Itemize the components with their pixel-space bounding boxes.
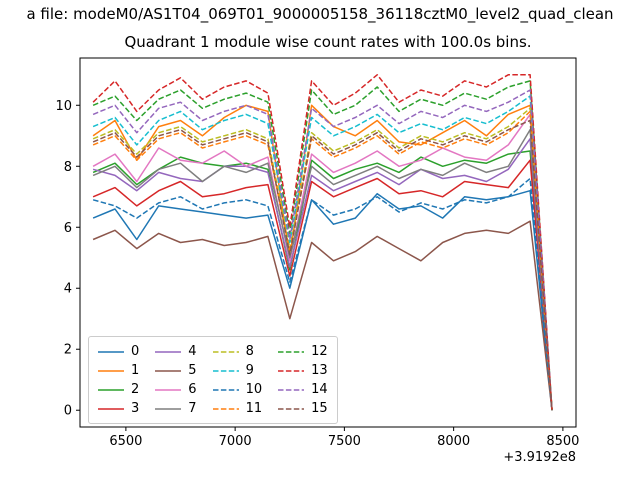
legend-line-sample [278,369,305,372]
legend-item-7: 7 [155,399,197,418]
series-line-15 [92,119,553,411]
legend-line-sample [278,350,305,353]
y-tick-label: 6 [64,221,72,236]
legend-line-sample [155,369,182,372]
legend-line-sample [212,369,239,372]
series-line-13 [92,74,553,411]
legend-item-4: 4 [155,342,197,361]
series-line-1 [92,104,553,411]
series-line-9 [92,95,553,411]
legend-item-0: 0 [98,342,139,361]
legend-line-sample [278,407,305,410]
legend-item-9: 9 [212,361,263,380]
legend-label: 3 [131,401,140,416]
legend-item-2: 2 [98,380,139,399]
legend-line-sample [278,388,305,391]
legend-line-sample [212,388,239,391]
legend-label: 2 [131,382,140,397]
x-tick-label: 7000 [219,434,252,449]
legend-label: 7 [188,401,197,416]
y-tick-label: 2 [64,343,72,358]
axes-frame [79,57,577,428]
series-line-2 [92,150,553,411]
series-line-5 [92,220,553,411]
legend-label: 15 [311,401,328,416]
legend-line-sample [155,407,182,410]
legend-label: 6 [188,382,197,397]
series-line-4 [92,138,553,411]
series-line-8 [92,107,553,411]
legend-item-15: 15 [278,399,328,418]
axes-title: Quadrant 1 module wise count rates with … [124,33,532,51]
legend-line-sample [212,407,239,410]
legend-item-14: 14 [278,380,328,399]
figure-suptitle: a file: modeM0/AS1T04_069T01_9000005158_… [26,5,614,23]
series-line-6 [92,113,553,411]
x-tick-label: 8000 [437,434,470,449]
legend-line-sample [98,350,124,353]
legend-line-sample [212,350,239,353]
x-tick-label: 8500 [546,434,579,449]
series-line-11 [92,110,553,411]
series-line-0 [92,189,553,411]
y-tick-label: 8 [64,160,72,175]
y-tick-label: 0 [64,404,72,419]
legend-item-6: 6 [155,380,197,399]
series-line-12 [92,80,553,411]
legend-label: 12 [311,344,328,359]
legend-line-sample [98,407,124,410]
legend-line-sample [155,350,182,353]
legend-label: 1 [131,363,140,378]
x-axis-offset-label: +3.9192e8 [503,450,576,465]
legend-item-12: 12 [278,342,328,361]
legend: 0 1 2 3 4 5 6 7 8 9 10 11 12 13 14 15 [88,336,338,424]
legend-item-11: 11 [212,399,263,418]
y-tick-label: 10 [55,99,72,114]
legend-label: 8 [245,344,254,359]
legend-label: 4 [188,344,197,359]
legend-item-1: 1 [98,361,139,380]
legend-item-10: 10 [212,380,263,399]
legend-label: 10 [245,382,263,397]
series-line-14 [92,89,553,411]
y-tick-label: 4 [64,282,72,297]
legend-label: 13 [311,363,328,378]
x-tick-label: 6500 [109,434,142,449]
legend-label: 14 [311,382,328,397]
legend-line-sample [98,369,124,372]
legend-line-sample [155,388,182,391]
legend-line-sample [98,388,124,391]
legend-label: 5 [188,363,197,378]
legend-label: 9 [245,363,254,378]
legend-label: 0 [131,344,140,359]
series-line-3 [92,159,553,411]
series-line-10 [92,177,553,411]
legend-item-5: 5 [155,361,197,380]
legend-item-13: 13 [278,361,328,380]
legend-label: 11 [245,401,263,416]
series-line-7 [92,128,553,411]
legend-item-3: 3 [98,399,139,418]
legend-item-8: 8 [212,342,263,361]
x-tick-label: 7500 [328,434,361,449]
